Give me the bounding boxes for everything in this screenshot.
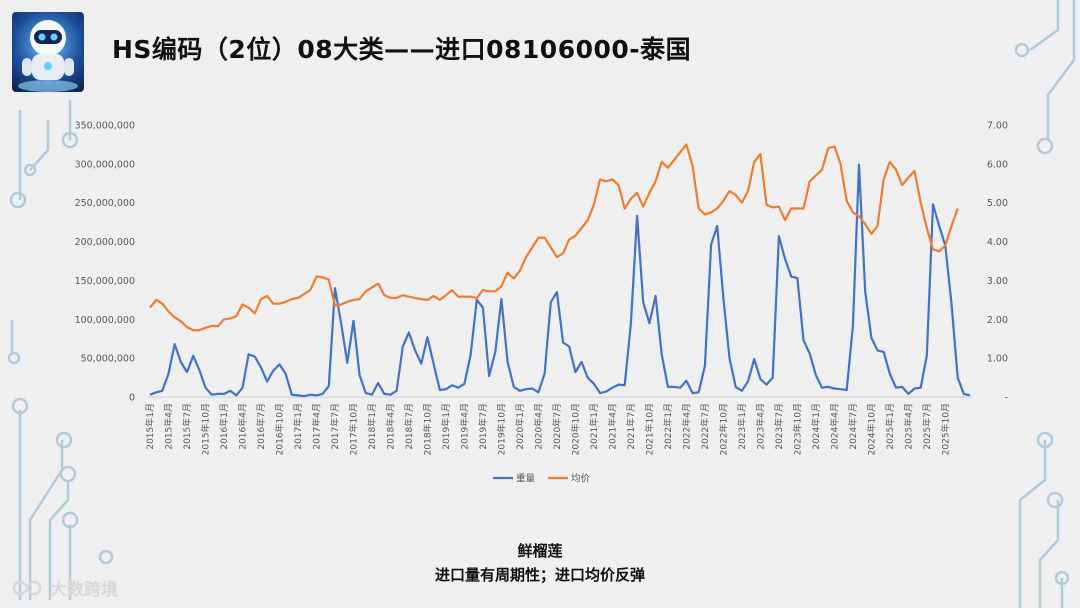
x-tick-label: 2020年1月 <box>514 403 526 450</box>
x-tick-label: 2017年10月 <box>348 403 360 455</box>
x-tick-label: 2021年7月 <box>625 403 637 450</box>
right-y-tick-label: 5.00 <box>987 198 1008 209</box>
robot-avatar <box>12 12 84 92</box>
legend-label: 重量 <box>516 473 536 485</box>
x-tick-label: 2020年4月 <box>532 403 544 450</box>
x-tick-label: 2025年7月 <box>921 403 933 450</box>
x-tick-label: 2024年7月 <box>847 403 859 450</box>
x-tick-label: 2021年4月 <box>606 403 618 450</box>
left-y-tick-label: 300,000,000 <box>75 159 135 170</box>
right-y-axis: - 1.00 2.00 3.00 4.00 5.00 6.00 7.00 <box>987 121 1008 404</box>
x-tick-label: 2022年7月 <box>699 403 711 450</box>
x-tick-label: 2022年10月 <box>717 403 729 455</box>
right-y-tick-label: 1.00 <box>987 354 1008 365</box>
x-tick-label: 2025年10月 <box>939 403 951 455</box>
series-lines <box>149 143 971 398</box>
x-tick-label: 2019年1月 <box>440 403 452 450</box>
series-line-price <box>149 143 959 332</box>
x-tick-label: 2025年1月 <box>884 403 896 450</box>
x-tick-label: 2023年1月 <box>736 403 748 450</box>
x-tick-label: 2024年1月 <box>810 403 822 450</box>
x-tick-label: 2018年7月 <box>403 403 415 450</box>
product-caption: 鲜榴莲 <box>517 542 563 560</box>
x-tick-label: 2025年4月 <box>902 403 914 450</box>
x-tick-label: 2016年1月 <box>218 403 230 450</box>
chart-legend: 重量 均价 <box>493 473 591 485</box>
x-tick-label: 2015年4月 <box>163 403 175 450</box>
left-y-tick-label: 350,000,000 <box>75 121 135 132</box>
x-tick-label: 2019年7月 <box>477 403 489 450</box>
infinity-logo-icon <box>12 580 42 595</box>
x-tick-label: 2016年7月 <box>255 403 267 450</box>
x-tick-label: 2021年10月 <box>643 403 655 455</box>
x-tick-label: 2016年10月 <box>274 403 286 455</box>
x-tick-label: 2024年4月 <box>828 403 840 450</box>
right-y-tick-label: 6.00 <box>987 159 1008 170</box>
x-tick-label: 2016年4月 <box>237 403 249 450</box>
x-tick-label: 2018年10月 <box>421 403 433 455</box>
x-axis-labels: 2015年1月 2015年4月 2015年7月 2015年10月 2016年1月 2016… <box>144 403 951 455</box>
right-y-tick-label: 7.00 <box>987 121 1008 132</box>
x-tick-label: 2024年10月 <box>865 403 877 455</box>
x-tick-label: 2022年1月 <box>662 403 674 450</box>
x-tick-label: 2017年4月 <box>311 403 323 450</box>
watermark-logo: 大数跨境 <box>10 575 118 600</box>
left-y-tick-label: 250,000,000 <box>75 198 135 209</box>
x-tick-label: 2018年4月 <box>385 403 397 450</box>
x-tick-label: 2020年7月 <box>551 403 563 450</box>
right-y-tick-label: 2.00 <box>987 315 1008 326</box>
left-y-tick-label: 50,000,000 <box>81 354 135 365</box>
right-y-tick-label: 3.00 <box>987 276 1008 287</box>
x-tick-label: 2023年4月 <box>754 403 766 450</box>
x-tick-label: 2019年10月 <box>495 403 507 455</box>
x-tick-label: 2023年7月 <box>773 403 785 450</box>
summary-caption: 进口量有周期性；进口均价反弹 <box>434 566 645 584</box>
left-y-tick-label: 100,000,000 <box>75 315 135 326</box>
right-y-tick-label: - <box>1005 393 1008 404</box>
x-tick-label: 2017年7月 <box>329 403 341 450</box>
x-tick-label: 2019年4月 <box>458 403 470 450</box>
x-tick-label: 2021年1月 <box>588 403 600 450</box>
left-y-axis: 0 50,000,000 100,000,000 150,000,000 200,000… <box>75 121 135 404</box>
x-tick-label: 2023年10月 <box>791 403 803 455</box>
left-y-tick-label: 150,000,000 <box>75 276 135 287</box>
x-tick-label: 2015年1月 <box>144 403 156 450</box>
x-tick-label: 2020年10月 <box>569 403 581 455</box>
x-tick-label: 2018年1月 <box>366 403 378 450</box>
left-y-tick-label: 200,000,000 <box>75 237 135 248</box>
right-y-tick-label: 4.00 <box>987 237 1008 248</box>
x-tick-label: 2017年1月 <box>292 403 304 450</box>
x-tick-label: 2015年7月 <box>181 403 193 450</box>
page-title: HS编码（2位）08大类——进口08106000-泰国 <box>112 35 692 64</box>
legend-label: 均价 <box>571 473 591 485</box>
x-tick-label: 2015年10月 <box>200 403 212 455</box>
x-tick-label: 2022年4月 <box>680 403 692 450</box>
series-line-weight <box>149 163 971 398</box>
left-y-tick-label: 0 <box>129 393 135 404</box>
watermark-text: 大数跨境 <box>50 580 118 600</box>
